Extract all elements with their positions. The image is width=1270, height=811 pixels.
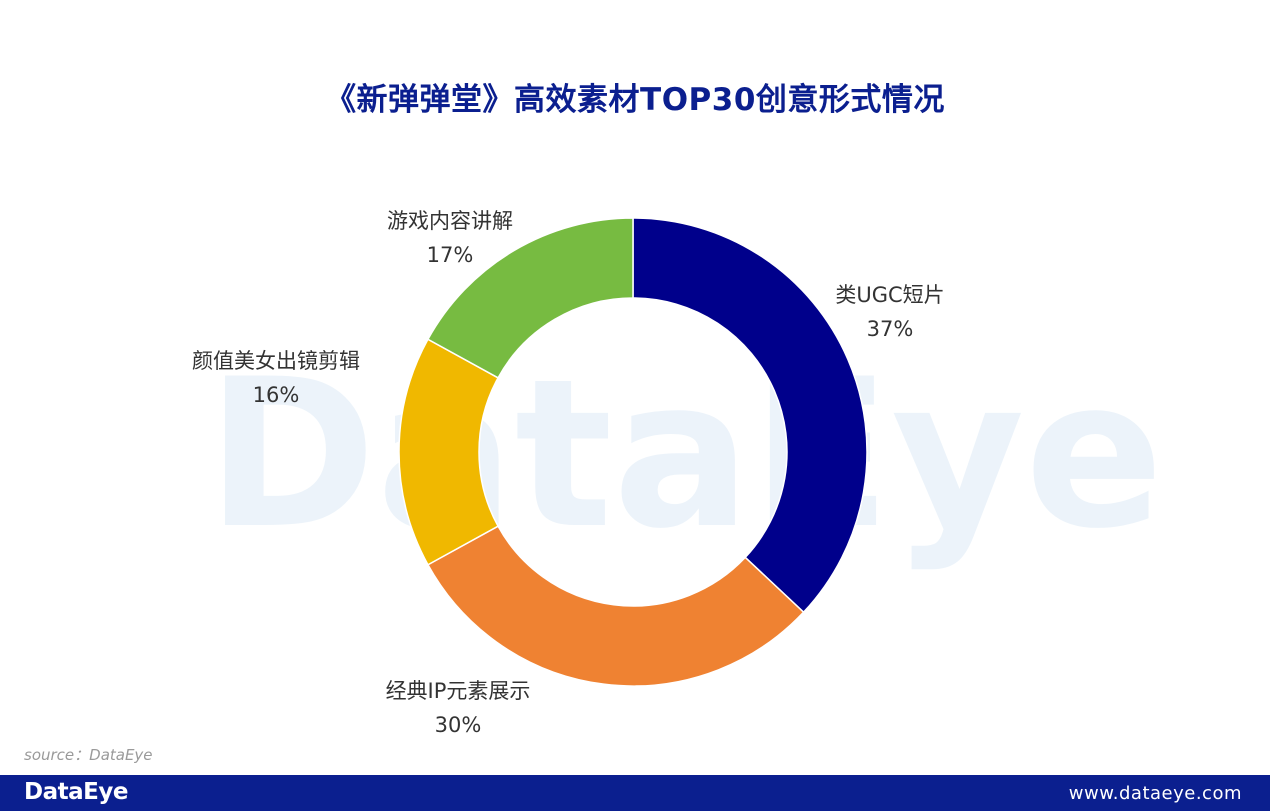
donut-slice-0 — [632, 217, 868, 614]
donut-slice-2 — [398, 338, 500, 566]
slice-percent-2: 16% — [253, 383, 300, 407]
footer-url[interactable]: www.dataeye.com — [1068, 783, 1242, 804]
dataeye-logo: DataEye — [24, 779, 128, 805]
donut-slice-3 — [426, 217, 634, 379]
footer-bar: DataEye www.dataeye.com — [0, 775, 1270, 811]
slice-label-2: 颜值美女出镜剪辑 — [192, 349, 360, 373]
slice-label-0: 类UGC短片 — [835, 283, 944, 307]
slice-label-3: 游戏内容讲解 — [387, 209, 513, 233]
slice-percent-1: 30% — [435, 713, 482, 737]
slice-percent-0: 37% — [867, 317, 914, 341]
slice-label-1: 经典IP元素展示 — [386, 679, 531, 703]
donut-slice-1 — [426, 525, 805, 687]
slice-percent-3: 17% — [427, 243, 474, 267]
chart-title: 《新弹弹堂》高效素材TOP30创意形式情况 — [325, 82, 945, 118]
source-note: source：DataEye — [24, 746, 153, 764]
